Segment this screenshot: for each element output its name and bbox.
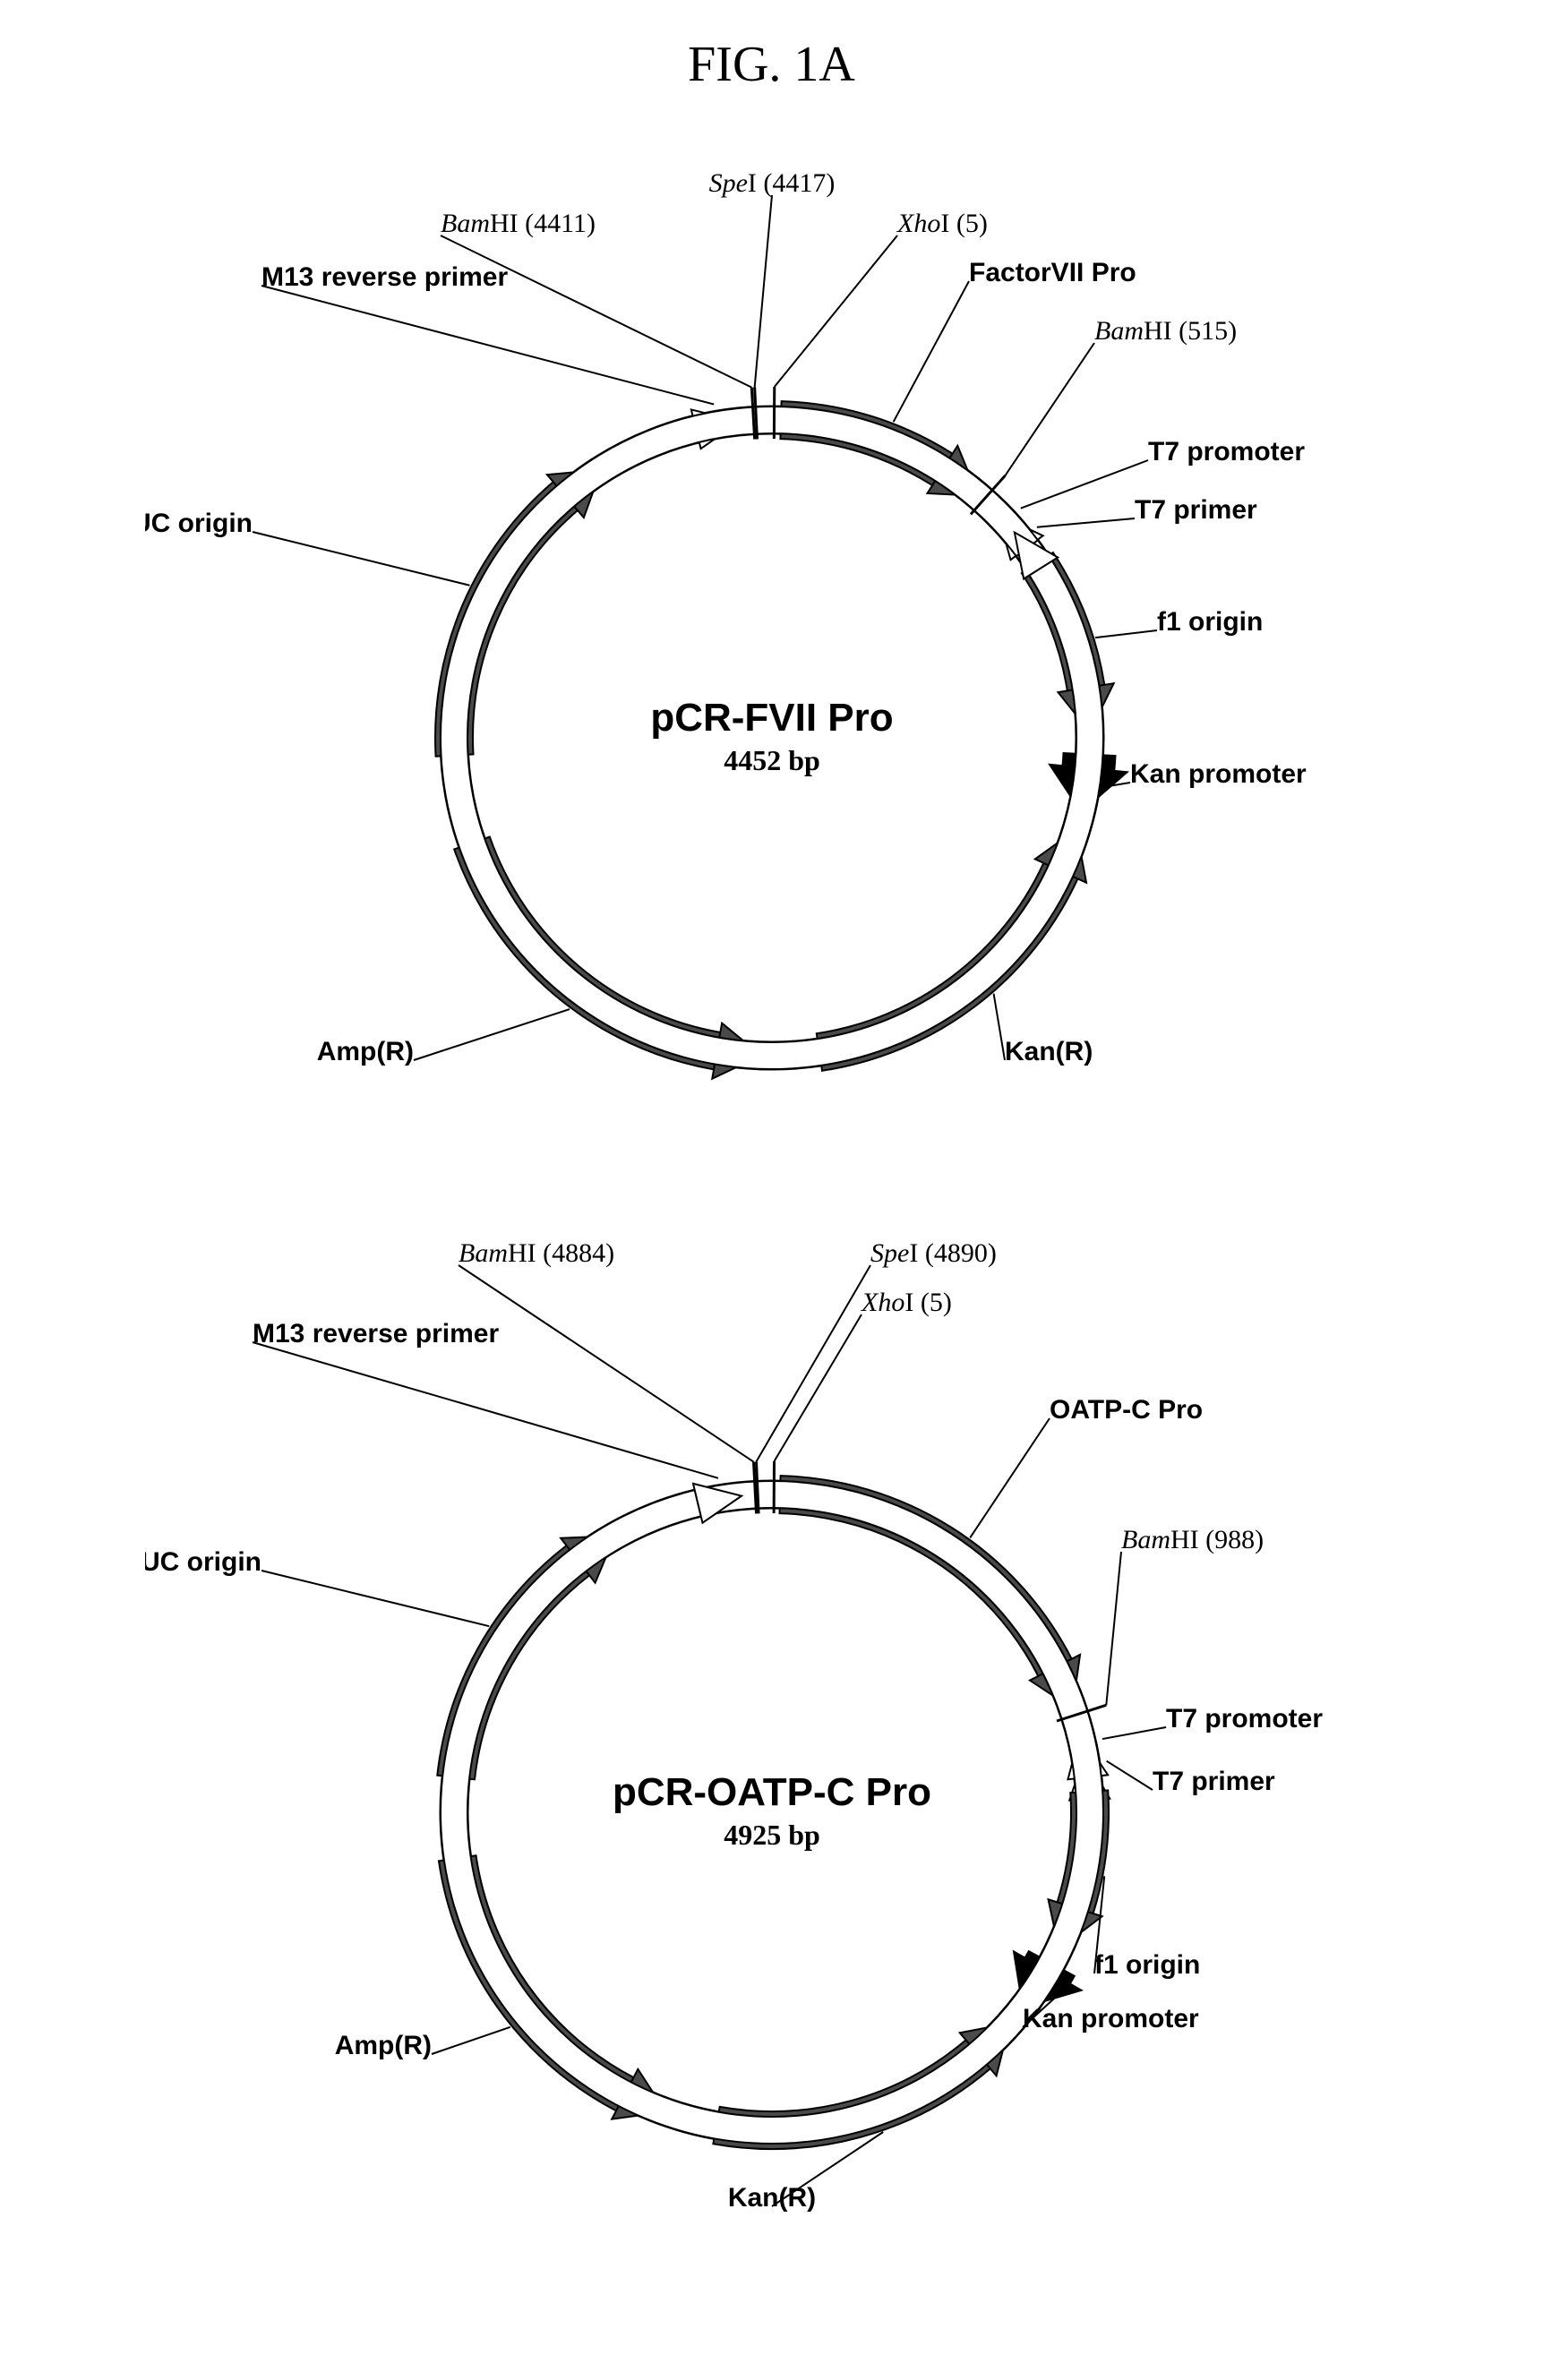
site-label-xhoi: XhoI (5)	[861, 1288, 952, 1317]
feature-label-kan_r: Kan(R)	[727, 2183, 815, 2213]
site-label-bamhi2: BamHI (515)	[1094, 316, 1237, 346]
site-label-bamhi1: BamHI (4411)	[441, 209, 596, 238]
feature-label-oatp_pro: OATP-C Pro	[1050, 1395, 1203, 1425]
feature-label-puc_origin: pUC origin	[145, 1547, 261, 1577]
plasmid-size: 4452 bp	[724, 744, 820, 776]
feature-label-t7_primer: T7 primer	[1153, 1767, 1275, 1796]
plasmid-size: 4925 bp	[724, 1819, 820, 1851]
plasmid-map-oatpc: pCR-OATP-C Pro 4925 bp OATP-C Pro T7 promot…	[36, 1239, 1507, 2314]
site-label-bamhi2: BamHI (988)	[1121, 1525, 1264, 1554]
feature-label-amp_r: Amp(R)	[334, 2031, 431, 2060]
feature-label-kan_prom: Kan promoter	[1130, 759, 1307, 789]
plasmid-name: pCR-FVII Pro	[650, 696, 893, 740]
feature-label-f1_origin: f1 origin	[1157, 607, 1263, 637]
feature-label-t7_prom: T7 promoter	[1148, 437, 1305, 467]
feature-label-amp_r: Amp(R)	[316, 1037, 413, 1066]
feature-label-m13_rev: M13 reverse primer	[253, 1319, 499, 1348]
feature-label-m13_rev: M13 reverse primer	[261, 262, 508, 292]
feature-label-f1_origin: f1 origin	[1094, 1950, 1200, 1980]
plasmid-map-fvii: pCR-FVII Pro 4452 bp FactorVII Pro f1 origi…	[36, 165, 1507, 1239]
site-label-bamhi1: BamHI (4884)	[459, 1239, 614, 1268]
site-label-spei: SpeI (4890)	[870, 1239, 997, 1268]
feature-label-t7_prom: T7 promoter	[1166, 1704, 1323, 1734]
plasmid-name: pCR-OATP-C Pro	[612, 1770, 930, 1814]
feature-label-fvii_pro: FactorVII Pro	[969, 258, 1136, 287]
figure-title: FIG. 1A	[36, 36, 1507, 93]
feature-label-kan_r: Kan(R)	[1005, 1037, 1093, 1066]
feature-label-kan_prom: Kan promoter	[1023, 2004, 1199, 2033]
site-label-spei: SpeI (4417)	[708, 168, 835, 198]
feature-label-t7_primer: T7 primer	[1135, 495, 1257, 525]
feature-label-puc_origin: pUC origin	[145, 509, 253, 538]
site-label-xhoi: XhoI (5)	[896, 209, 988, 238]
